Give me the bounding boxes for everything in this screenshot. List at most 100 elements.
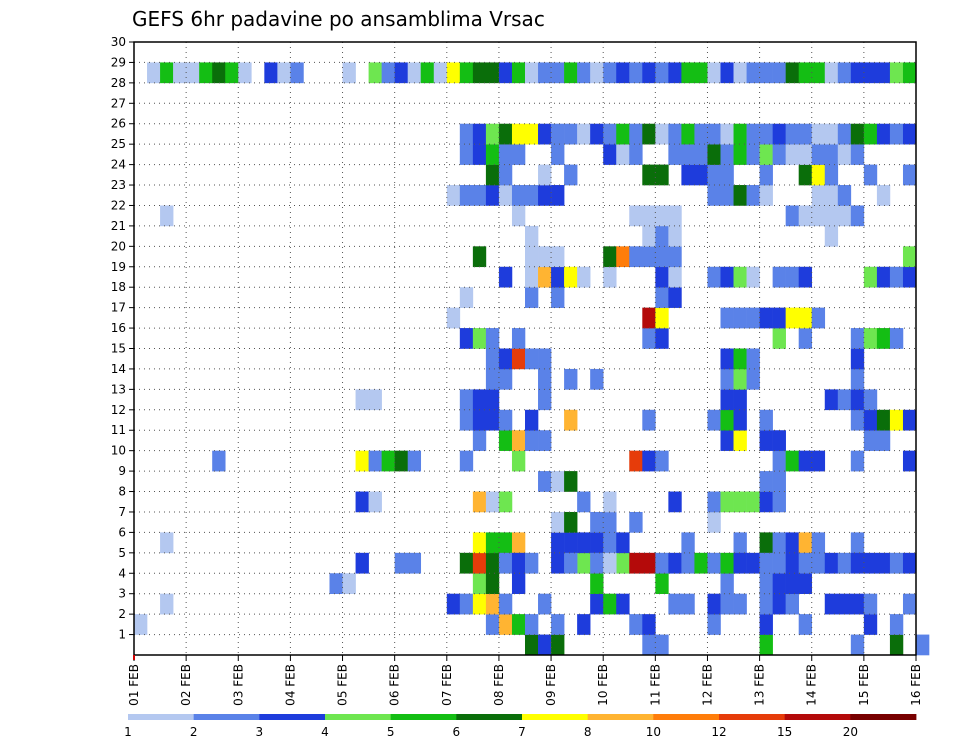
heatmap-cell	[707, 511, 721, 533]
heatmap-cell	[498, 552, 513, 574]
heatmap-cell	[850, 552, 865, 574]
y-tick-label: 9	[118, 464, 126, 478]
heatmap-cell	[655, 164, 669, 186]
heatmap-cell	[564, 164, 578, 186]
heatmap-cell	[759, 164, 773, 186]
x-tick-label: 07 FEB	[440, 664, 454, 706]
heatmap-cell	[186, 62, 200, 84]
heatmap-cell	[694, 62, 708, 84]
heatmap-cell	[160, 593, 174, 615]
colorbar-swatch	[522, 714, 589, 720]
heatmap-cell	[772, 307, 786, 329]
heatmap-cell	[577, 532, 591, 554]
colorbar-swatch	[784, 714, 851, 720]
heatmap-cell	[342, 573, 356, 594]
heatmap-cell	[551, 266, 565, 288]
heatmap-cell	[707, 409, 721, 431]
heatmap-cell	[863, 328, 878, 349]
heatmap-cell	[590, 123, 604, 145]
heatmap-cell	[511, 62, 526, 84]
colorbar-label: 20	[843, 725, 858, 739]
y-tick-label: 8	[118, 485, 126, 499]
heatmap-cell	[603, 552, 617, 574]
x-axis-ticks: 01 FEB 02 FEB 03 FEB 04 FEB 05 FEB 06 FEB 07 F…	[127, 655, 923, 706]
heatmap-cell	[759, 62, 773, 84]
heatmap-cell	[459, 185, 474, 206]
y-tick-label: 17	[111, 301, 126, 315]
heatmap-cell	[603, 62, 617, 84]
heatmap-cell	[498, 614, 513, 635]
heatmap-cell	[459, 450, 474, 472]
heatmap-cell	[707, 552, 721, 574]
heatmap-cell	[134, 614, 148, 635]
heatmap-cell	[525, 614, 539, 635]
heatmap-cell	[876, 266, 891, 288]
heatmap-cell	[772, 123, 786, 145]
heatmap-cell	[902, 409, 917, 431]
y-tick-label: 22	[111, 198, 126, 212]
heatmap-cell	[525, 225, 539, 247]
heatmap-cell	[681, 164, 695, 186]
heatmap-cell	[811, 450, 826, 472]
heatmap-cell	[590, 511, 604, 533]
y-tick-label: 24	[111, 158, 126, 172]
heatmap-cell	[811, 144, 826, 165]
heatmap-cell	[655, 450, 669, 472]
heatmap-cell	[811, 62, 826, 84]
heatmap-cell	[394, 450, 408, 472]
heatmap-cell	[603, 266, 617, 288]
heatmap-cell	[707, 144, 721, 165]
x-tick-label: 12 FEB	[700, 664, 714, 706]
heatmap-cell	[785, 123, 799, 145]
heatmap-cell	[850, 144, 865, 165]
heatmap-cell	[511, 614, 526, 635]
heatmap-cell	[642, 123, 656, 145]
heatmap-cell	[746, 368, 760, 390]
heatmap-cell	[668, 225, 682, 247]
heatmap-cell	[173, 62, 187, 84]
heatmap-cell	[472, 552, 487, 574]
heatmap-cell	[538, 430, 552, 451]
heatmap-cell	[707, 266, 721, 288]
heatmap-cell	[824, 225, 839, 247]
heatmap-cell	[590, 532, 604, 554]
heatmap-cell	[824, 164, 839, 186]
heatmap-cell	[824, 123, 839, 145]
heatmap-cell	[590, 62, 604, 84]
heatmap-cell	[876, 123, 891, 145]
heatmap-cell	[564, 552, 578, 574]
heatmap-cell	[511, 430, 526, 451]
heatmap-cell	[485, 389, 500, 411]
heatmap-cell	[720, 307, 734, 329]
colorbar-label: 6	[453, 725, 461, 739]
heatmap-cell	[837, 205, 852, 227]
heatmap-cell	[642, 634, 656, 656]
heatmap-cell	[511, 348, 526, 370]
heatmap-cell	[498, 491, 513, 513]
colorbar-label: 10	[646, 725, 661, 739]
x-tick-label: 14 FEB	[805, 664, 819, 706]
heatmap-cell	[577, 266, 591, 288]
heatmap-cell	[160, 532, 174, 554]
heatmap-cell	[798, 164, 813, 186]
heatmap-cell	[498, 593, 513, 615]
heatmap-cell	[472, 389, 487, 411]
heatmap-cell	[720, 573, 734, 594]
y-tick-label: 6	[118, 525, 126, 539]
heatmap-cell	[629, 450, 643, 472]
heatmap-cell	[759, 573, 773, 594]
heatmap-cell	[733, 266, 747, 288]
heatmap-cell	[199, 62, 213, 84]
heatmap-cell	[642, 205, 656, 227]
heatmap-cell	[720, 185, 734, 206]
heatmap-cell	[394, 552, 408, 574]
heatmap-cell	[733, 491, 747, 513]
heatmap-cell	[746, 123, 760, 145]
heatmap-cell	[876, 62, 891, 84]
heatmap-cell	[642, 328, 656, 349]
heatmap-cell	[511, 328, 526, 349]
heatmap-cell	[720, 593, 734, 615]
heatmap-cell	[655, 552, 669, 574]
heatmap-cell	[720, 164, 734, 186]
heatmap-cell	[902, 62, 917, 84]
